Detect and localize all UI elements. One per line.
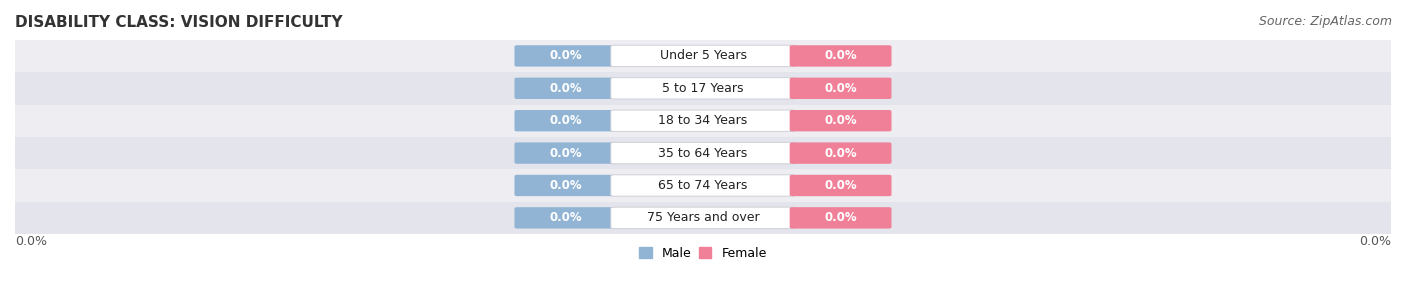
FancyBboxPatch shape [610, 45, 796, 66]
FancyBboxPatch shape [610, 110, 796, 131]
FancyBboxPatch shape [610, 207, 796, 228]
FancyBboxPatch shape [610, 175, 796, 196]
Text: 0.0%: 0.0% [15, 235, 46, 248]
Legend: Male, Female: Male, Female [634, 242, 772, 265]
FancyBboxPatch shape [790, 78, 891, 99]
FancyBboxPatch shape [790, 45, 891, 66]
Text: 65 to 74 Years: 65 to 74 Years [658, 179, 748, 192]
Text: 35 to 64 Years: 35 to 64 Years [658, 147, 748, 160]
FancyBboxPatch shape [515, 207, 616, 228]
Text: 0.0%: 0.0% [824, 49, 856, 63]
Text: 0.0%: 0.0% [550, 49, 582, 63]
Text: 75 Years and over: 75 Years and over [647, 211, 759, 224]
FancyBboxPatch shape [610, 142, 796, 164]
FancyBboxPatch shape [790, 142, 891, 164]
Text: 0.0%: 0.0% [550, 179, 582, 192]
FancyBboxPatch shape [515, 142, 616, 164]
Text: 18 to 34 Years: 18 to 34 Years [658, 114, 748, 127]
Text: 0.0%: 0.0% [824, 147, 856, 160]
Text: 0.0%: 0.0% [1360, 235, 1391, 248]
Text: 0.0%: 0.0% [550, 211, 582, 224]
FancyBboxPatch shape [515, 45, 616, 66]
Text: 0.0%: 0.0% [550, 114, 582, 127]
Text: 0.0%: 0.0% [824, 179, 856, 192]
Text: Source: ZipAtlas.com: Source: ZipAtlas.com [1258, 15, 1392, 28]
Text: 0.0%: 0.0% [550, 147, 582, 160]
Bar [15, 72, 1391, 105]
FancyBboxPatch shape [515, 175, 616, 196]
FancyBboxPatch shape [790, 207, 891, 228]
FancyBboxPatch shape [515, 110, 616, 131]
Bar [15, 40, 1391, 72]
FancyBboxPatch shape [515, 78, 616, 99]
Text: 5 to 17 Years: 5 to 17 Years [662, 82, 744, 95]
Text: 0.0%: 0.0% [824, 82, 856, 95]
Text: DISABILITY CLASS: VISION DIFFICULTY: DISABILITY CLASS: VISION DIFFICULTY [15, 15, 343, 30]
Text: 0.0%: 0.0% [824, 211, 856, 224]
Bar [15, 137, 1391, 169]
Text: 0.0%: 0.0% [550, 82, 582, 95]
Text: 0.0%: 0.0% [824, 114, 856, 127]
FancyBboxPatch shape [610, 78, 796, 99]
Text: Under 5 Years: Under 5 Years [659, 49, 747, 63]
FancyBboxPatch shape [790, 110, 891, 131]
Bar [15, 169, 1391, 202]
Bar [15, 105, 1391, 137]
Bar [15, 202, 1391, 234]
FancyBboxPatch shape [790, 175, 891, 196]
